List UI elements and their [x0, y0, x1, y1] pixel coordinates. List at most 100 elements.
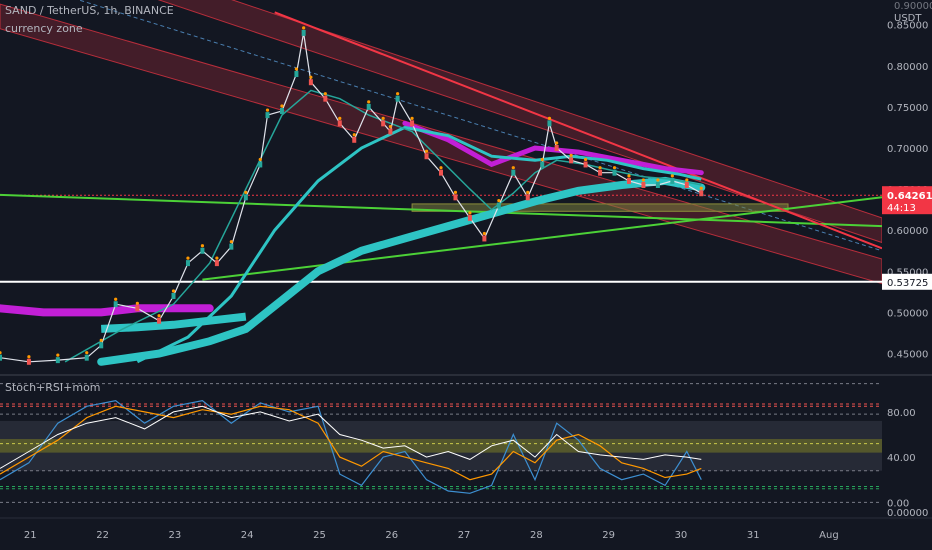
red-trendline [274, 11, 882, 250]
candle-marker [0, 351, 2, 355]
oscillator-label: Stoch+RSI+mom [5, 381, 101, 394]
candle [84, 354, 89, 361]
candle-marker [280, 104, 284, 108]
candle-marker [302, 26, 306, 30]
candle-marker [200, 244, 205, 248]
candle-marker [439, 166, 443, 170]
candle [243, 194, 248, 201]
price-tick-label: 0.80000 [887, 62, 928, 73]
candle-marker [338, 116, 342, 120]
price-tick-label: 0.70000 [887, 144, 928, 155]
candle [352, 136, 357, 143]
candle [26, 358, 31, 365]
time-axis[interactable]: 21 22 23 24 25 26 27 28 29 30 31 Aug [24, 530, 839, 541]
candle-marker [641, 178, 646, 182]
time-tick-label: 29 [602, 530, 615, 541]
magenta-average-left [0, 304, 214, 317]
osc-tick-label: 0.00 [887, 498, 909, 509]
price-axis[interactable]: 0.850000.800000.750000.700000.650000.600… [0, 1, 932, 519]
price-tick-label: 0.55000 [887, 267, 928, 278]
candle-marker [56, 353, 60, 357]
candle [308, 79, 313, 86]
candle [171, 293, 176, 299]
osc-tick-label: 40.00 [887, 453, 916, 464]
candle-marker [583, 157, 588, 162]
last-price-value: 0.64261 [887, 191, 932, 202]
channel-upper-band [157, 0, 882, 244]
price-tick-label: 0.75000 [887, 103, 928, 114]
candle [381, 120, 386, 127]
osc-orange-line [0, 405, 702, 481]
candle-marker [157, 314, 161, 318]
countdown-value: 44:13 [887, 203, 916, 214]
cyan-slow-average [97, 176, 706, 366]
candle [265, 112, 270, 119]
candle [366, 103, 371, 110]
time-tick-label: 24 [241, 530, 254, 541]
candle [388, 128, 393, 135]
candle-marker [453, 190, 458, 194]
candle-marker [424, 149, 429, 153]
candle [337, 120, 342, 127]
candle-marker [540, 157, 544, 162]
price-tick-label: 0.60000 [887, 226, 928, 237]
price-tick-label: 0.45000 [887, 350, 928, 361]
candle [655, 182, 660, 188]
candle-marker [99, 338, 103, 342]
cyan-mid-average [136, 125, 702, 364]
candle-marker [598, 166, 602, 170]
oscillator-panel[interactable] [0, 383, 882, 503]
candle-marker [27, 355, 31, 359]
candle-marker [699, 186, 703, 190]
candle-marker [569, 153, 573, 157]
candle-marker [482, 231, 486, 236]
candle [200, 247, 205, 254]
candle [554, 145, 559, 151]
cyan-average-start [101, 312, 247, 333]
candle [214, 260, 219, 267]
candle-marker [526, 190, 530, 194]
candle-marker [656, 178, 660, 182]
green-trendline-rising [202, 196, 882, 281]
candle [258, 161, 263, 168]
candle-marker [612, 166, 617, 170]
candle-marker [627, 174, 631, 178]
osc-white-line [0, 405, 702, 469]
price-tick-top: 0.90000 [894, 1, 932, 12]
candle [670, 177, 675, 184]
candle [395, 95, 400, 102]
candle [496, 202, 501, 209]
candle-marker [511, 166, 515, 170]
candle [113, 301, 118, 308]
symbol-title: SAND / TetherUS, 1h, BINANCE [5, 4, 174, 17]
currency-label: USDT [894, 13, 922, 24]
candle-marker [468, 211, 472, 215]
price-tick-label: 0.85000 [887, 21, 928, 32]
candle [301, 29, 306, 36]
candle-marker [309, 75, 313, 79]
candle [157, 317, 162, 324]
candle [185, 260, 190, 267]
candle-marker [135, 301, 139, 305]
candle [279, 108, 284, 114]
osc-tick-label: 80.00 [887, 408, 916, 419]
time-tick-label: 31 [747, 530, 760, 541]
channel-lower-band [0, 3, 882, 285]
candle-marker [294, 67, 299, 71]
candle-marker [547, 116, 552, 120]
candle [0, 354, 2, 361]
candle-marker [497, 198, 501, 203]
candle [323, 95, 328, 102]
candle [569, 157, 574, 164]
currency-zone-box [411, 203, 789, 212]
candle-marker [685, 178, 689, 182]
indicator-label: currency zone [5, 22, 83, 35]
time-tick-label: 30 [675, 530, 688, 541]
time-tick-label: 28 [530, 530, 543, 541]
candle [410, 120, 415, 127]
price-panel[interactable] [0, 0, 882, 366]
time-tick-label: 22 [96, 530, 109, 541]
candle-marker [388, 124, 392, 129]
candle [482, 235, 487, 242]
